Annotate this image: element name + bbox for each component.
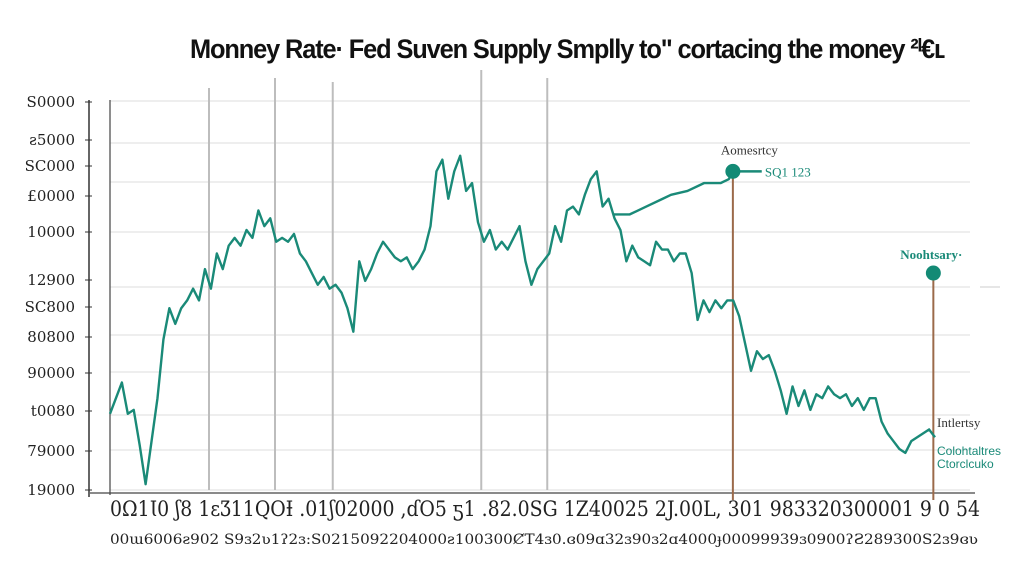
y-tick-label: 12900	[27, 271, 75, 289]
marker-label: Noohtsary·	[900, 247, 962, 262]
x-tick-labels-row-2: 00ɯ6006ƨ902 S9ɜ2ʋ1ʔ2ɜ:S0215092204000ƨ100…	[110, 532, 978, 548]
marker-dot	[725, 163, 741, 179]
y-tick-label: 10000	[27, 223, 75, 241]
y-tick-label: 79000	[27, 442, 75, 460]
y-tick-label: S0000	[27, 93, 75, 111]
x-tick-labels-row-1: 0Ω1Ꙇ0 ʃ8 1ɛƷ11QOƗ .01ʃ02000 ,ɗO5 ƽ1 .82.…	[110, 497, 980, 521]
marker-label: Aomesrtcy	[721, 142, 779, 157]
marker-dot	[925, 265, 941, 281]
y-tick-label: SC800	[25, 298, 75, 316]
y-tick-label: 80800	[27, 328, 75, 346]
y-tick-label: £0000	[27, 187, 75, 205]
annotation-label: Colohtaltres	[937, 444, 1001, 458]
chart-title: Monney Rate· Fed Suven Supply Smplly to"…	[190, 34, 946, 64]
annotation-label: Intlertsy	[937, 415, 981, 430]
y-tick-label: t0080	[31, 402, 75, 420]
marker-value-label: SQ1 123	[765, 164, 811, 179]
y-tick-label: SC000	[25, 157, 75, 175]
y-tick-label: ƨ5000	[29, 131, 75, 149]
annotation-label: Ctorclcuko	[937, 457, 994, 471]
series-line-0	[108, 154, 936, 486]
y-tick-label: 19000	[27, 481, 75, 499]
series-line-1	[613, 170, 762, 216]
y-tick-label: 90000	[27, 364, 75, 382]
